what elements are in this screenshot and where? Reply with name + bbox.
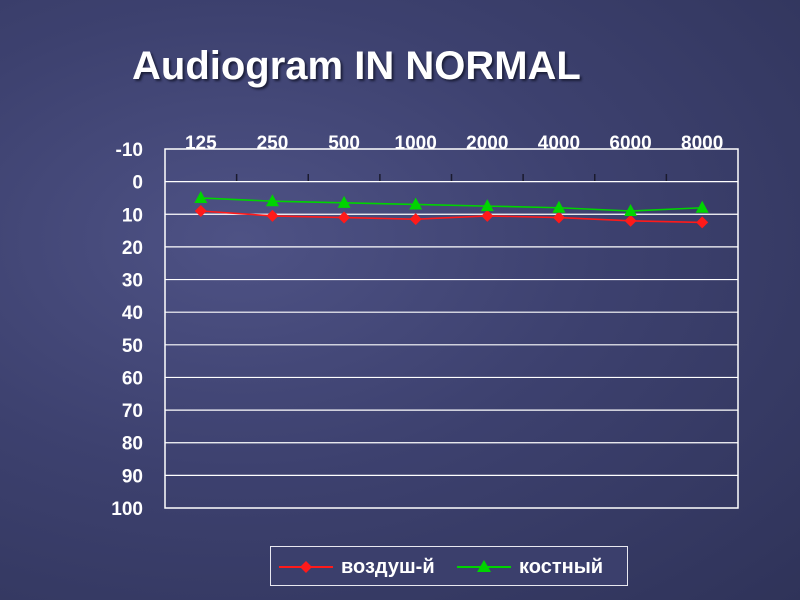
- y-tick-label: 10: [122, 205, 143, 226]
- legend-triangle-icon: [477, 560, 491, 572]
- series-air: [194, 205, 709, 229]
- y-tick-label: 80: [122, 434, 143, 455]
- y-tick-label: -10: [116, 140, 143, 161]
- data-point-diamond: [696, 216, 709, 229]
- x-tick-labels: 125 250 500 1000 2000 4000 6000 8000: [185, 133, 723, 154]
- data-point-diamond: [409, 213, 422, 226]
- y-tick-labels: -10 0 10 20 30 40 50 60 70 80 90 100: [111, 140, 143, 520]
- data-point-diamond: [338, 211, 351, 224]
- y-tick-label: 20: [122, 238, 143, 259]
- x-tick-label: 4000: [538, 133, 580, 154]
- data-point-triangle: [265, 194, 279, 207]
- y-tick-label: 70: [122, 401, 143, 422]
- series-line: [200, 210, 703, 224]
- series-bone: [194, 190, 709, 217]
- legend: воздуш-й костный: [270, 546, 628, 586]
- plot-area-border: [164, 148, 739, 509]
- legend-diamond-icon: [300, 561, 312, 573]
- data-point-diamond: [194, 205, 207, 218]
- y-tick-label: 40: [122, 303, 143, 324]
- data-point-triangle: [624, 204, 638, 217]
- legend-label-bone: костный: [519, 556, 604, 578]
- data-point-triangle: [552, 200, 566, 213]
- chart-title: Audiogram IN NORMAL: [132, 44, 581, 88]
- x-tick-label: 250: [257, 133, 289, 154]
- grid-layer: [164, 148, 739, 509]
- x-tick-label: 8000: [681, 133, 723, 154]
- data-point-triangle: [695, 200, 709, 213]
- y-tick-label: 100: [111, 499, 143, 520]
- y-tick-label: 0: [132, 173, 143, 194]
- legend-label-air: воздуш-й: [341, 556, 435, 578]
- data-point-triangle: [409, 197, 423, 210]
- x-tick-label: 500: [328, 133, 360, 154]
- x-tick-label: 2000: [466, 133, 508, 154]
- data-point-diamond: [552, 211, 565, 224]
- series-layer: [194, 190, 709, 229]
- data-point-diamond: [266, 209, 279, 222]
- data-point-triangle: [480, 199, 494, 212]
- y-tick-label: 60: [122, 368, 143, 389]
- data-point-diamond: [481, 209, 494, 222]
- x-tick-label: 125: [185, 133, 217, 154]
- data-point-triangle: [194, 190, 208, 203]
- y-tick-label: 90: [122, 466, 143, 487]
- y-tick-label: 50: [122, 336, 143, 357]
- data-point-diamond: [624, 214, 637, 227]
- series-line: [200, 197, 703, 212]
- y-tick-label: 30: [122, 271, 143, 292]
- x-tick-label: 1000: [395, 133, 437, 154]
- data-point-triangle: [337, 195, 351, 208]
- x-tick-label: 6000: [609, 133, 651, 154]
